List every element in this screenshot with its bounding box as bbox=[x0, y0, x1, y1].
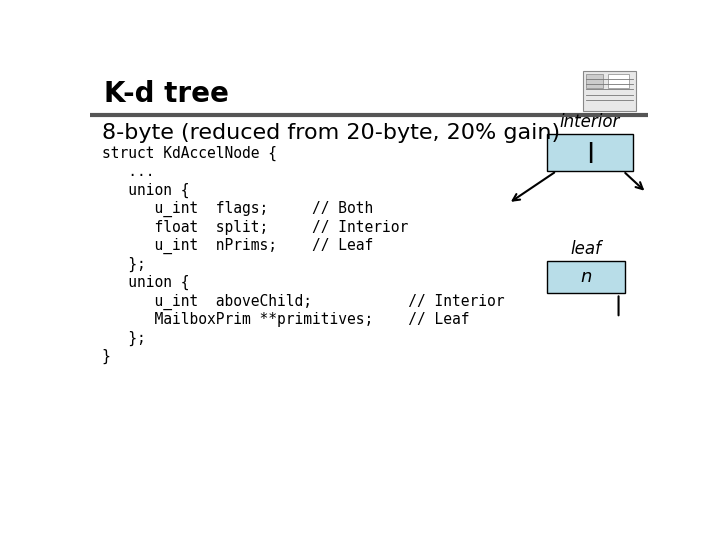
Text: 8-byte (reduced from 20-byte, 20% gain): 8-byte (reduced from 20-byte, 20% gain) bbox=[102, 123, 559, 143]
Text: u_int  nPrims;    // Leaf: u_int nPrims; // Leaf bbox=[102, 238, 373, 254]
Text: leaf: leaf bbox=[570, 240, 601, 258]
FancyBboxPatch shape bbox=[583, 71, 636, 111]
FancyBboxPatch shape bbox=[547, 261, 625, 294]
FancyBboxPatch shape bbox=[608, 74, 629, 88]
Text: }: } bbox=[102, 349, 110, 364]
Text: u_int  aboveChild;           // Interior: u_int aboveChild; // Interior bbox=[102, 294, 504, 310]
FancyBboxPatch shape bbox=[547, 134, 632, 171]
Text: ...: ... bbox=[102, 164, 154, 179]
Text: union {: union { bbox=[102, 275, 189, 290]
Text: };: }; bbox=[102, 256, 145, 272]
Text: u_int  flags;     // Both: u_int flags; // Both bbox=[102, 201, 373, 217]
Text: n: n bbox=[580, 268, 592, 286]
FancyBboxPatch shape bbox=[586, 74, 603, 88]
Text: MailboxPrim **primitives;    // Leaf: MailboxPrim **primitives; // Leaf bbox=[102, 312, 469, 327]
Text: interior: interior bbox=[559, 113, 620, 131]
Text: struct KdAccelNode {: struct KdAccelNode { bbox=[102, 146, 276, 161]
Text: K-d tree: K-d tree bbox=[104, 80, 229, 108]
Text: };: }; bbox=[102, 330, 145, 346]
Text: union {: union { bbox=[102, 183, 189, 198]
Text: float  split;     // Interior: float split; // Interior bbox=[102, 220, 408, 234]
Text: |: | bbox=[586, 142, 594, 163]
